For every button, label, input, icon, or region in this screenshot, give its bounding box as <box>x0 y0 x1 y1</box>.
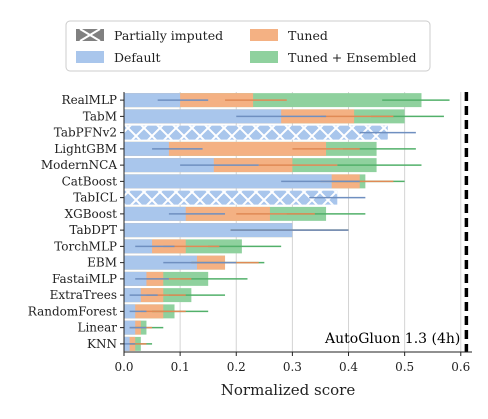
legend-swatch-default <box>76 51 104 63</box>
legend-label-ensembled: Tuned + Ensembled <box>288 50 417 65</box>
x-tick-label: 0.2 <box>227 360 246 374</box>
legend-label-tuned: Tuned <box>288 28 328 43</box>
legend-swatch-tuned <box>250 29 278 41</box>
legend-label-default: Default <box>114 50 161 65</box>
y-tick-label: TabICL <box>73 191 117 205</box>
y-tick-label: RandomForest <box>28 304 117 318</box>
bar-default <box>124 206 186 221</box>
x-tick-label: 0.0 <box>114 360 133 374</box>
y-tick-label: XGBoost <box>65 207 118 221</box>
reference-line-label: AutoGluon 1.3 (4h) <box>324 331 460 347</box>
legend-label-imputed: Partially imputed <box>114 28 223 43</box>
bar-default <box>124 109 282 124</box>
y-tick-label: CatBoost <box>62 174 118 188</box>
x-tick-label: 0.3 <box>283 360 302 374</box>
x-tick-label: 0.4 <box>339 360 358 374</box>
y-tick-label: TabM <box>83 109 117 123</box>
y-tick-label: TabDPT <box>69 223 117 237</box>
bar-tuned <box>124 141 327 156</box>
bar-default <box>124 223 293 238</box>
x-tick-label: 0.6 <box>451 360 470 374</box>
y-tick-label: FastaiMLP <box>52 272 117 286</box>
y-tick-label: TabPFNv2 <box>54 126 117 140</box>
legend-swatch-ensembled <box>250 51 278 63</box>
bar-default <box>124 93 181 108</box>
bar-imputed-hatch <box>124 190 338 205</box>
y-tick-label: KNN <box>87 337 117 351</box>
x-tick-label: 0.1 <box>171 360 190 374</box>
y-tick-label: Linear <box>77 321 117 335</box>
x-tick-label: 0.5 <box>395 360 414 374</box>
legend-swatch-hatch <box>79 28 101 42</box>
legend: Partially imputed Tuned Default Tuned + Ens… <box>65 20 431 72</box>
y-tick-label: EBM <box>87 256 117 270</box>
y-tick-label: RealMLP <box>62 93 117 107</box>
legend-frame <box>65 20 431 72</box>
y-tick-label: TorchMLP <box>54 239 117 253</box>
x-axis-title: Normalized score <box>221 381 356 399</box>
bar-default <box>124 141 169 156</box>
y-tick-label: LightGBM <box>54 142 117 156</box>
bar-default <box>124 174 332 189</box>
y-tick-label: ModernNCA <box>41 158 117 172</box>
y-tick-label: ExtraTrees <box>50 288 117 302</box>
bar-default <box>124 158 214 173</box>
bar-imputed-hatch <box>124 125 388 140</box>
bar-default <box>124 255 197 270</box>
